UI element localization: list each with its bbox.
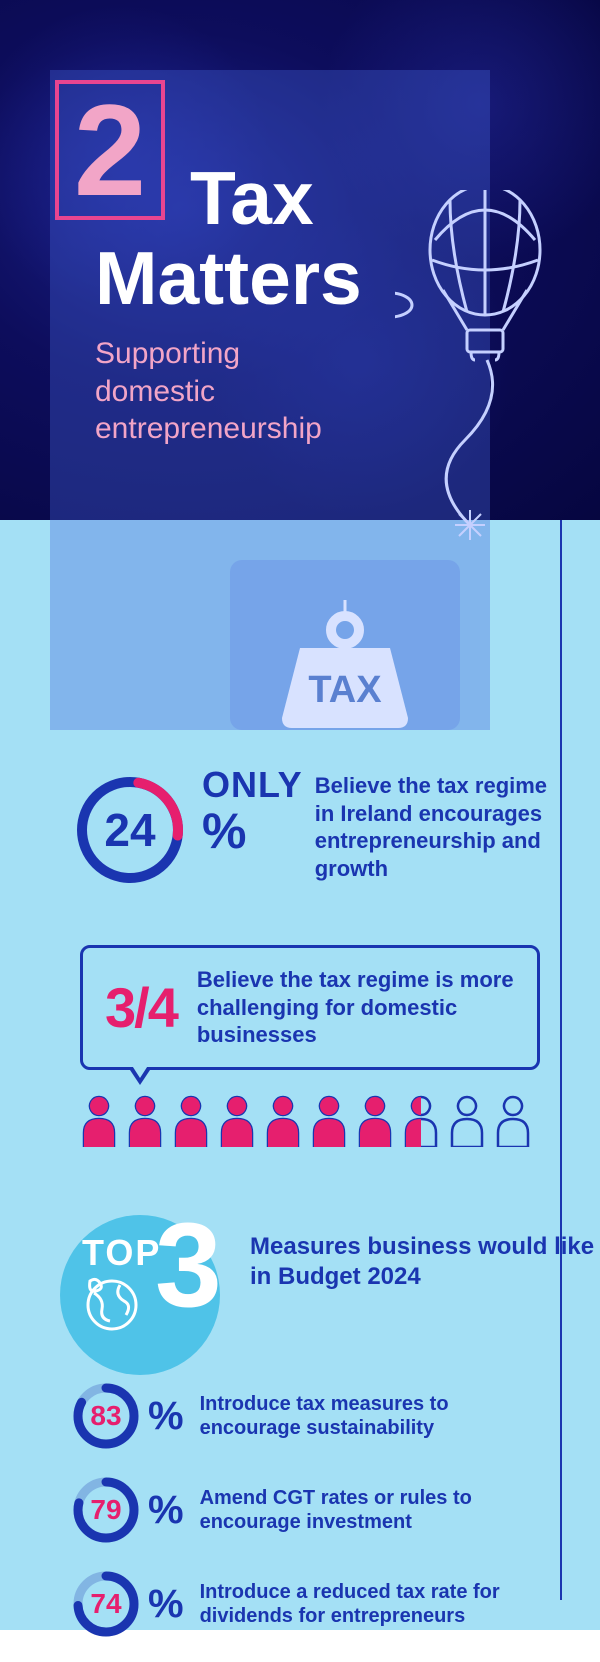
subtitle: Supportingdomesticentrepreneurship bbox=[95, 335, 322, 448]
stat1-percent-sign: % bbox=[202, 803, 246, 859]
measure-text: Amend CGT rates or rules to encourage in… bbox=[200, 1486, 550, 1534]
balloon-icon bbox=[395, 190, 555, 570]
person-icon bbox=[310, 1095, 348, 1147]
person-icon bbox=[448, 1095, 486, 1147]
measure-text: Introduce tax measures to encourage sust… bbox=[200, 1392, 550, 1440]
measure-value: 74 bbox=[70, 1568, 142, 1640]
percent-sign: % bbox=[148, 1488, 184, 1533]
title-line-1: Tax bbox=[190, 155, 314, 241]
stat-24-percent: 24 ONLY % Believe the tax regime in Irel… bbox=[70, 770, 550, 890]
measure-item: 83 % Introduce tax measures to encourage… bbox=[70, 1380, 550, 1452]
person-icon bbox=[356, 1095, 394, 1147]
stat-three-quarters: 3/4 Believe the tax regime is more chall… bbox=[80, 945, 540, 1070]
stat1-value: 24 bbox=[70, 770, 190, 890]
stat2-text: Believe the tax regime is more challengi… bbox=[197, 966, 515, 1049]
measure-text: Introduce a reduced tax rate for dividen… bbox=[200, 1580, 550, 1628]
measure-donut: 83 bbox=[70, 1380, 142, 1452]
stat1-donut: 24 bbox=[70, 770, 190, 890]
person-icon bbox=[402, 1095, 440, 1147]
measure-donut: 74 bbox=[70, 1568, 142, 1640]
top3-text: Measures business would like in Budget 2… bbox=[250, 1232, 600, 1292]
measure-item: 74 % Introduce a reduced tax rate for di… bbox=[70, 1568, 550, 1640]
measure-item: 79 % Amend CGT rates or rules to encoura… bbox=[70, 1474, 550, 1546]
globe-icon bbox=[82, 1275, 142, 1335]
section-number-box: 2 bbox=[55, 80, 165, 220]
stat1-prefix: ONLY bbox=[202, 764, 303, 805]
people-pictogram bbox=[80, 1095, 532, 1147]
section-number: 2 bbox=[74, 85, 146, 215]
person-icon bbox=[172, 1095, 210, 1147]
measure-value: 79 bbox=[70, 1474, 142, 1546]
measures-list: 83 % Introduce tax measures to encourage… bbox=[70, 1380, 550, 1662]
measure-donut: 79 bbox=[70, 1474, 142, 1546]
title-line-2: Matters bbox=[95, 235, 362, 321]
tax-weight-icon: TAX bbox=[270, 600, 420, 730]
stat2-fraction: 3/4 bbox=[105, 975, 177, 1040]
percent-sign: % bbox=[148, 1394, 184, 1439]
top3-number: 3 bbox=[155, 1205, 222, 1325]
person-icon bbox=[80, 1095, 118, 1147]
person-icon bbox=[264, 1095, 302, 1147]
top-label: TOP bbox=[82, 1232, 161, 1274]
stat1-text: Believe the tax regime in Ireland encour… bbox=[315, 772, 550, 882]
person-icon bbox=[126, 1095, 164, 1147]
measure-value: 83 bbox=[70, 1380, 142, 1452]
speech-tail-icon bbox=[128, 1067, 152, 1085]
person-icon bbox=[218, 1095, 256, 1147]
tax-label: TAX bbox=[308, 669, 382, 711]
percent-sign: % bbox=[148, 1582, 184, 1627]
person-icon bbox=[494, 1095, 532, 1147]
